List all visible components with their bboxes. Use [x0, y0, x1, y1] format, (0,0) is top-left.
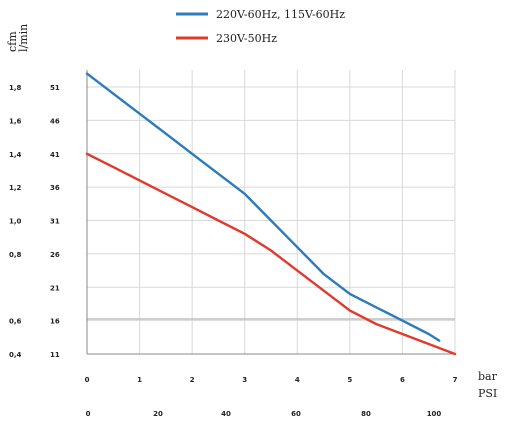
x-tick-label-primary: 3 [242, 376, 247, 384]
legend-label-series-1: 220V-60Hz, 115V-60Hz [216, 8, 345, 21]
y-tick-label-secondary: 11 [50, 351, 60, 359]
y-tick-label-primary: 1,4 [9, 151, 22, 159]
y-tick-label-primary: 1,8 [9, 84, 22, 92]
y-tick-label-primary: 0,8 [9, 251, 22, 259]
grid [86, 70, 456, 354]
x-axis-unit-primary: bar [478, 370, 498, 383]
y-axis-unit-secondary: l/min [17, 24, 30, 52]
series-line-2 [85, 152, 457, 356]
y-tick-label-secondary: 46 [50, 117, 60, 125]
x-tick-label-primary: 4 [295, 376, 300, 384]
y-axis-unit-primary: cfm [6, 31, 19, 52]
x-tick-label-primary: 5 [347, 376, 352, 384]
y-tick-label-secondary: 26 [50, 251, 60, 259]
y-tick-label-secondary: 41 [50, 151, 60, 159]
y-tick-label-secondary: 31 [50, 218, 60, 226]
series-line-1 [85, 72, 441, 342]
y-tick-label-primary: 1,2 [9, 184, 22, 192]
x-tick-label-primary: 1 [137, 376, 142, 384]
y-tick-label-primary: 1,6 [9, 117, 22, 125]
y-tick-label-secondary: 51 [50, 84, 60, 92]
y-tick-label-primary: 0,6 [9, 318, 22, 326]
y-tick-label-secondary: 16 [50, 318, 60, 326]
x-tick-label-primary: 0 [85, 376, 90, 384]
x-tick-label-primary: 2 [190, 376, 195, 384]
x-tick-label-secondary: 20 [153, 410, 163, 418]
y-tick-label-primary: 1,0 [9, 218, 22, 226]
x-axis-unit-secondary: PSI [478, 387, 497, 400]
series-lines [85, 72, 457, 356]
x-tick-label-secondary: 40 [221, 410, 231, 418]
y-tick-label-secondary: 36 [50, 184, 60, 192]
x-tick-label-primary: 6 [400, 376, 405, 384]
x-tick-label-secondary: 80 [361, 410, 371, 418]
legend-label-series-2: 230V-50Hz [216, 32, 277, 45]
y-tick-label-secondary: 21 [50, 284, 60, 292]
x-tick-label-primary: 7 [453, 376, 458, 384]
x-tick-label-secondary: 100 [427, 410, 442, 418]
x-tick-label-secondary: 0 [86, 410, 91, 418]
x-tick-label-secondary: 60 [291, 410, 301, 418]
axes: 5146413631262116111,81,61,41,21,00,80,60… [9, 70, 458, 418]
y-tick-label-primary: 0,4 [9, 351, 22, 359]
